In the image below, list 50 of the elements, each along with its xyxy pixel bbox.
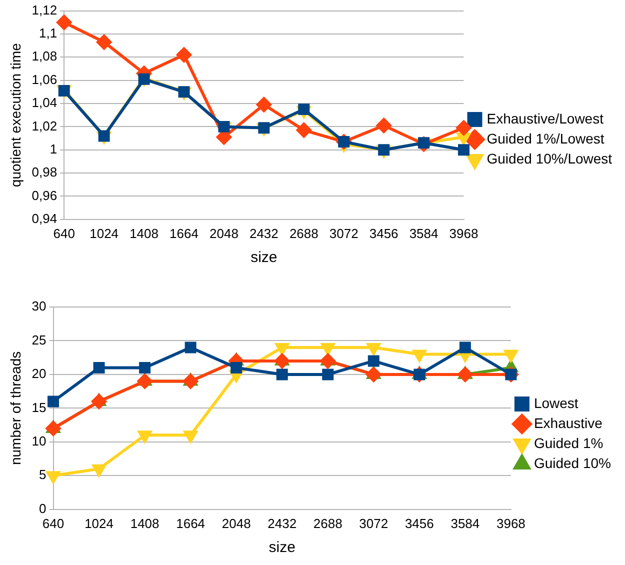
legend-label: Guided 1%/Lowest bbox=[486, 130, 604, 146]
y-tick-label: 20 bbox=[32, 366, 46, 382]
x-tick-label: 3456 bbox=[404, 516, 434, 531]
x-tick-label: 2048 bbox=[222, 516, 251, 531]
x-tick-label: 1664 bbox=[170, 226, 198, 241]
legend-label: Exhaustive bbox=[534, 414, 603, 431]
y-tick-label: 0,94 bbox=[32, 210, 58, 226]
x-tick-label: 3072 bbox=[359, 516, 388, 531]
x-tick-label: 640 bbox=[42, 516, 64, 531]
y-tick-label: 30 bbox=[32, 298, 46, 314]
y-tick-label: 10 bbox=[32, 434, 46, 449]
y-tick-label: 1,1 bbox=[39, 26, 58, 41]
x-axis-title: size bbox=[250, 249, 278, 266]
y-tick-label: 1,08 bbox=[32, 48, 58, 64]
y-tick-label: 0,96 bbox=[32, 188, 58, 203]
y-tick-label: 15 bbox=[32, 400, 46, 415]
x-tick-label: 3968 bbox=[496, 516, 526, 531]
x-tick-label: 1024 bbox=[84, 516, 114, 531]
y-tick-label: 0 bbox=[39, 500, 46, 516]
x-tick-label: 1408 bbox=[130, 516, 160, 531]
x-tick-label: 2688 bbox=[313, 516, 342, 531]
legend-label: Guided 10% bbox=[534, 454, 612, 471]
y-tick-label: 1,06 bbox=[32, 72, 58, 87]
y-tick-label: 0,98 bbox=[32, 164, 58, 180]
x-tick-label: 2432 bbox=[268, 516, 297, 531]
y-tick-label: 5 bbox=[39, 467, 46, 482]
x-tick-label: 1408 bbox=[130, 226, 158, 241]
y-tick-label: 1,04 bbox=[32, 95, 58, 110]
y-tick-label: 1 bbox=[50, 141, 58, 156]
y-axis-title: number of threads bbox=[7, 351, 24, 466]
x-tick-label: 2688 bbox=[289, 226, 318, 241]
x-tick-label: 1024 bbox=[90, 226, 119, 241]
y-tick-label: 25 bbox=[32, 332, 46, 348]
x-tick-label: 2048 bbox=[210, 226, 238, 241]
legend-label: Lowest bbox=[534, 394, 578, 411]
x-tick-label: 3968 bbox=[449, 226, 478, 241]
x-tick-label: 2432 bbox=[249, 226, 278, 241]
legend-label: Guided 1% bbox=[534, 434, 604, 451]
x-tick-label: 3584 bbox=[450, 516, 480, 531]
x-tick-label: 1664 bbox=[176, 516, 206, 531]
y-tick-label: 1,02 bbox=[32, 118, 58, 134]
legend-label: Exhaustive/Lowest bbox=[486, 110, 604, 126]
x-tick-label: 3584 bbox=[409, 226, 438, 241]
legend-label: Guided 10%/Lowest bbox=[486, 150, 612, 166]
y-tick-label: 1,12 bbox=[32, 2, 58, 18]
x-tick-label: 3072 bbox=[329, 226, 358, 241]
x-tick-label: 3456 bbox=[369, 226, 398, 241]
x-tick-label: 640 bbox=[53, 226, 75, 241]
y-axis-title: quotient execution time bbox=[7, 42, 24, 188]
x-axis-title: size bbox=[268, 539, 296, 556]
